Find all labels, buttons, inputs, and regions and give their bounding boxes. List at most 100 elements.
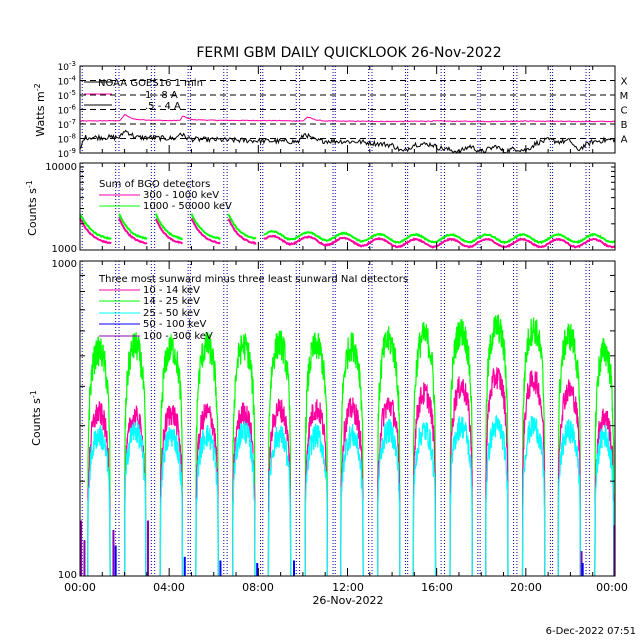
bgo-legend-title: Sum of BGO detectors (99, 179, 210, 190)
bgo-series-line-2 (154, 213, 183, 241)
nai-series-line-3 (124, 420, 147, 577)
bgo-series-line-1 (263, 234, 616, 249)
nai-legend-series-1: 10 - 14 keV (143, 285, 200, 296)
x-tick-label-6: 00:00 (596, 581, 628, 594)
nai-series-line-2 (449, 319, 473, 577)
nai-series-line-3 (304, 423, 328, 577)
bgo-y-axis-label: Counts s-1 (25, 180, 39, 236)
nai-series-line-3 (557, 419, 582, 577)
nai-series-line-1 (304, 399, 328, 577)
nai-series-line-3 (485, 415, 509, 577)
bgo-legend-series-2: 1000 - 50000 keV (143, 201, 232, 212)
goes-y-ticks: 10-3 10-410-5 10-610-7 10-810-9 (58, 60, 615, 160)
nai-series-line-1 (412, 382, 437, 577)
nai-series-line-1 (377, 397, 401, 577)
nai-series-line-1 (340, 397, 364, 577)
nai-series-line-2 (232, 333, 256, 577)
nai-series-line-3 (267, 425, 292, 577)
x-tick-label-4: 16:00 (421, 581, 453, 594)
nai-series-line-2 (412, 321, 437, 577)
generated-timestamp: 6-Dec-2022 07:51 (546, 626, 636, 637)
nai-series-line-3 (521, 415, 546, 577)
x-tick-label-5: 20:00 (510, 581, 542, 594)
x-tick-label-2: 08:00 (242, 581, 274, 594)
x-tick-label-0: 00:00 (64, 581, 96, 594)
nai-series-line-2 (485, 314, 509, 577)
nai-series-line-2 (594, 338, 615, 577)
nai-series-line-3 (594, 424, 615, 577)
nai-series-line-2 (521, 317, 546, 577)
flare-class-label: B (621, 120, 628, 131)
nai-series-line-1 (521, 370, 546, 577)
goes-legend-series-2: .5 - 4 A (145, 101, 181, 112)
goes-ytick-label: 10-3 (58, 60, 76, 73)
nai-y-ticks (80, 274, 615, 482)
bgo-series-line-1 (118, 217, 148, 245)
bgo-series (79, 213, 616, 249)
nai-series-line-1 (159, 405, 184, 577)
bgo-legend-series-1: 300 - 1000 keV (143, 190, 219, 201)
nai-series-line-2 (159, 334, 184, 577)
nai-legend: Three most sunward minus three least sun… (98, 274, 408, 342)
bgo-ytick-label-bottom: 1000 (52, 244, 77, 255)
flare-class-label: C (621, 106, 628, 117)
x-tick-label-1: 04:00 (153, 581, 185, 594)
nai-y-axis-label: Counts s-1 (29, 390, 43, 446)
nai-series-line-2 (124, 332, 147, 577)
figure-title: FERMI GBM DAILY QUICKLOOK 26-Nov-2022 (196, 45, 501, 61)
nai-series-line-1 (485, 367, 509, 577)
nai-legend-series-4: 50 - 100 keV (143, 319, 207, 330)
bgo-series-line-1 (190, 217, 221, 245)
nai-ytick-label-top: 1000 (52, 259, 77, 270)
bgo-y-ticks (80, 166, 615, 225)
goes-ytick-label: 10-7 (58, 118, 76, 131)
nai-series-line-3 (87, 425, 111, 577)
nai-series-line-1 (195, 403, 219, 577)
nai-legend-series-3: 25 - 50 keV (143, 308, 200, 319)
bgo-series-line-2 (263, 230, 616, 245)
nai-series-line-3 (449, 416, 473, 577)
nai-series-line-1 (232, 402, 256, 577)
goes-ytick-label: 10-4 (58, 75, 77, 88)
nai-series (80, 314, 616, 577)
goes-legend-series-1: 1 - 8 A (145, 90, 178, 101)
bgo-series-line-1 (154, 218, 183, 245)
goes-legend: NOAA GOES16 1 min 1 - 8 A .5 - 4 A (84, 78, 203, 112)
goes-ytick-label: 10-8 (58, 133, 76, 146)
nai-series-line-2 (340, 332, 364, 577)
nai-series-line-2 (87, 336, 111, 577)
bgo-series-line-2 (79, 213, 112, 240)
goes-ytick-label: 10-5 (58, 89, 76, 102)
nai-series-line-3 (195, 424, 219, 577)
nai-ytick-label-bottom: 100 (58, 570, 77, 581)
nai-legend-title: Three most sunward minus three least sun… (98, 274, 408, 285)
nai-panel: 1000 100 Counts s-1 Three most sunward m… (29, 259, 616, 581)
goes-legend-title: NOAA GOES16 1 min (98, 78, 203, 89)
nai-series-line-2 (377, 326, 401, 577)
x-tick-label-3: 12:00 (332, 581, 364, 594)
flare-class-label: M (620, 91, 629, 102)
nai-series-line-1 (557, 379, 582, 577)
nai-series-line-2 (557, 322, 582, 577)
nai-series-line-3 (377, 418, 401, 577)
bgo-series-line-1 (79, 217, 112, 245)
goes-series-line-1 (79, 114, 616, 123)
bgo-panel: 10000 1000 Counts s-1 Sum of BGO detecto… (25, 162, 616, 255)
x-axis-label: 26-Nov-2022 (312, 594, 383, 607)
goes-ytick-label: 10-9 (58, 147, 76, 160)
flare-class-label: X (621, 77, 628, 88)
nai-legend-series-5: 100 - 300 keV (143, 331, 213, 342)
nai-series-line-3 (412, 422, 437, 577)
goes-ytick-label: 10-6 (58, 104, 77, 117)
flare-class-label: A (621, 135, 628, 146)
nai-series-line-3 (340, 423, 364, 577)
nai-series-line-2 (304, 332, 328, 577)
nai-series-line-3 (232, 420, 256, 577)
nai-series-line-2 (195, 331, 219, 577)
bgo-series-line-2 (190, 213, 221, 240)
goes-flare-levels (80, 80, 615, 139)
nai-series-line-2 (267, 330, 292, 577)
